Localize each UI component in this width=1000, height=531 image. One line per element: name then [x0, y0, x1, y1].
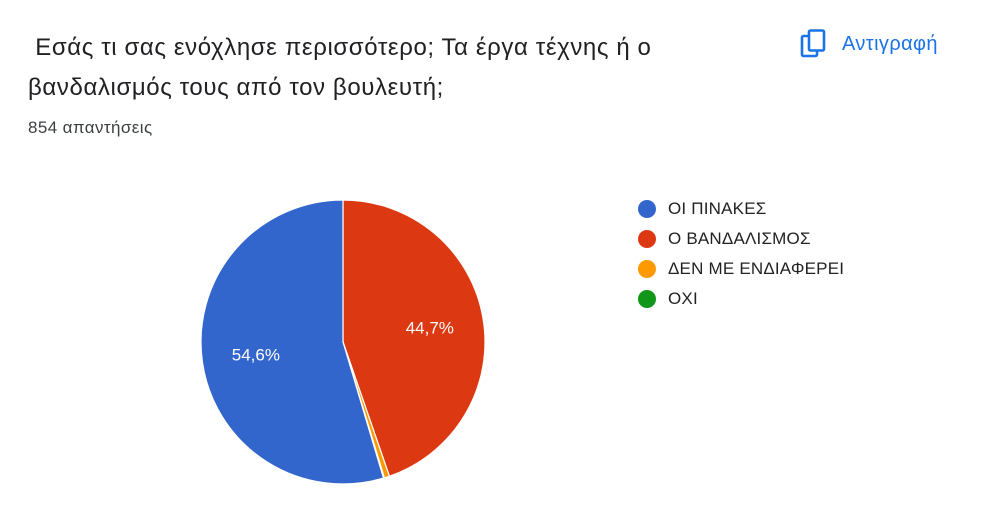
pie-chart: 44,7% 54,6% — [200, 199, 486, 485]
chart-legend: ΟΙ ΠΙΝΑΚΕΣ Ο ΒΑΝΔΑΛΙΣΜΟΣ ΔΕΝ ΜΕ ΕΝΔΙΑΦΕΡΕΙ… — [638, 194, 844, 314]
legend-item: ΔΕΝ ΜΕ ΕΝΔΙΑΦΕΡΕΙ — [638, 254, 844, 284]
legend-item: ΟΙ ΠΙΝΑΚΕΣ — [638, 194, 844, 224]
copy-icon — [800, 29, 826, 58]
pie-slice-label-0: 44,7% — [406, 318, 454, 337]
pie-slice-label-3: 54,6% — [232, 346, 280, 365]
legend-swatch — [638, 290, 656, 308]
question-title: Εσάς τι σας ενόχλησε περισσότερο; Τα έργ… — [28, 34, 659, 101]
legend-label: ΔΕΝ ΜΕ ΕΝΔΙΑΦΕΡΕΙ — [668, 259, 845, 278]
legend-label: ΟΙ ΠΙΝΑΚΕΣ — [668, 199, 767, 218]
legend-swatch — [638, 200, 656, 218]
legend-item: ΟΧΙ — [638, 284, 844, 314]
pie-slice-0 — [342, 199, 486, 477]
copy-button[interactable]: Αντιγραφή — [790, 22, 948, 66]
copy-button-label: Αντιγραφή — [842, 32, 938, 55]
legend-label: ΟΧΙ — [668, 289, 698, 308]
legend-item: Ο ΒΑΝΔΑΛΙΣΜΟΣ — [638, 224, 844, 254]
legend-swatch — [638, 260, 656, 278]
response-count: 854 απαντήσεις — [28, 118, 153, 137]
legend-swatch — [638, 230, 656, 248]
legend-label: Ο ΒΑΝΔΑΛΙΣΜΟΣ — [668, 229, 811, 248]
pie-slice-3 — [200, 199, 385, 485]
